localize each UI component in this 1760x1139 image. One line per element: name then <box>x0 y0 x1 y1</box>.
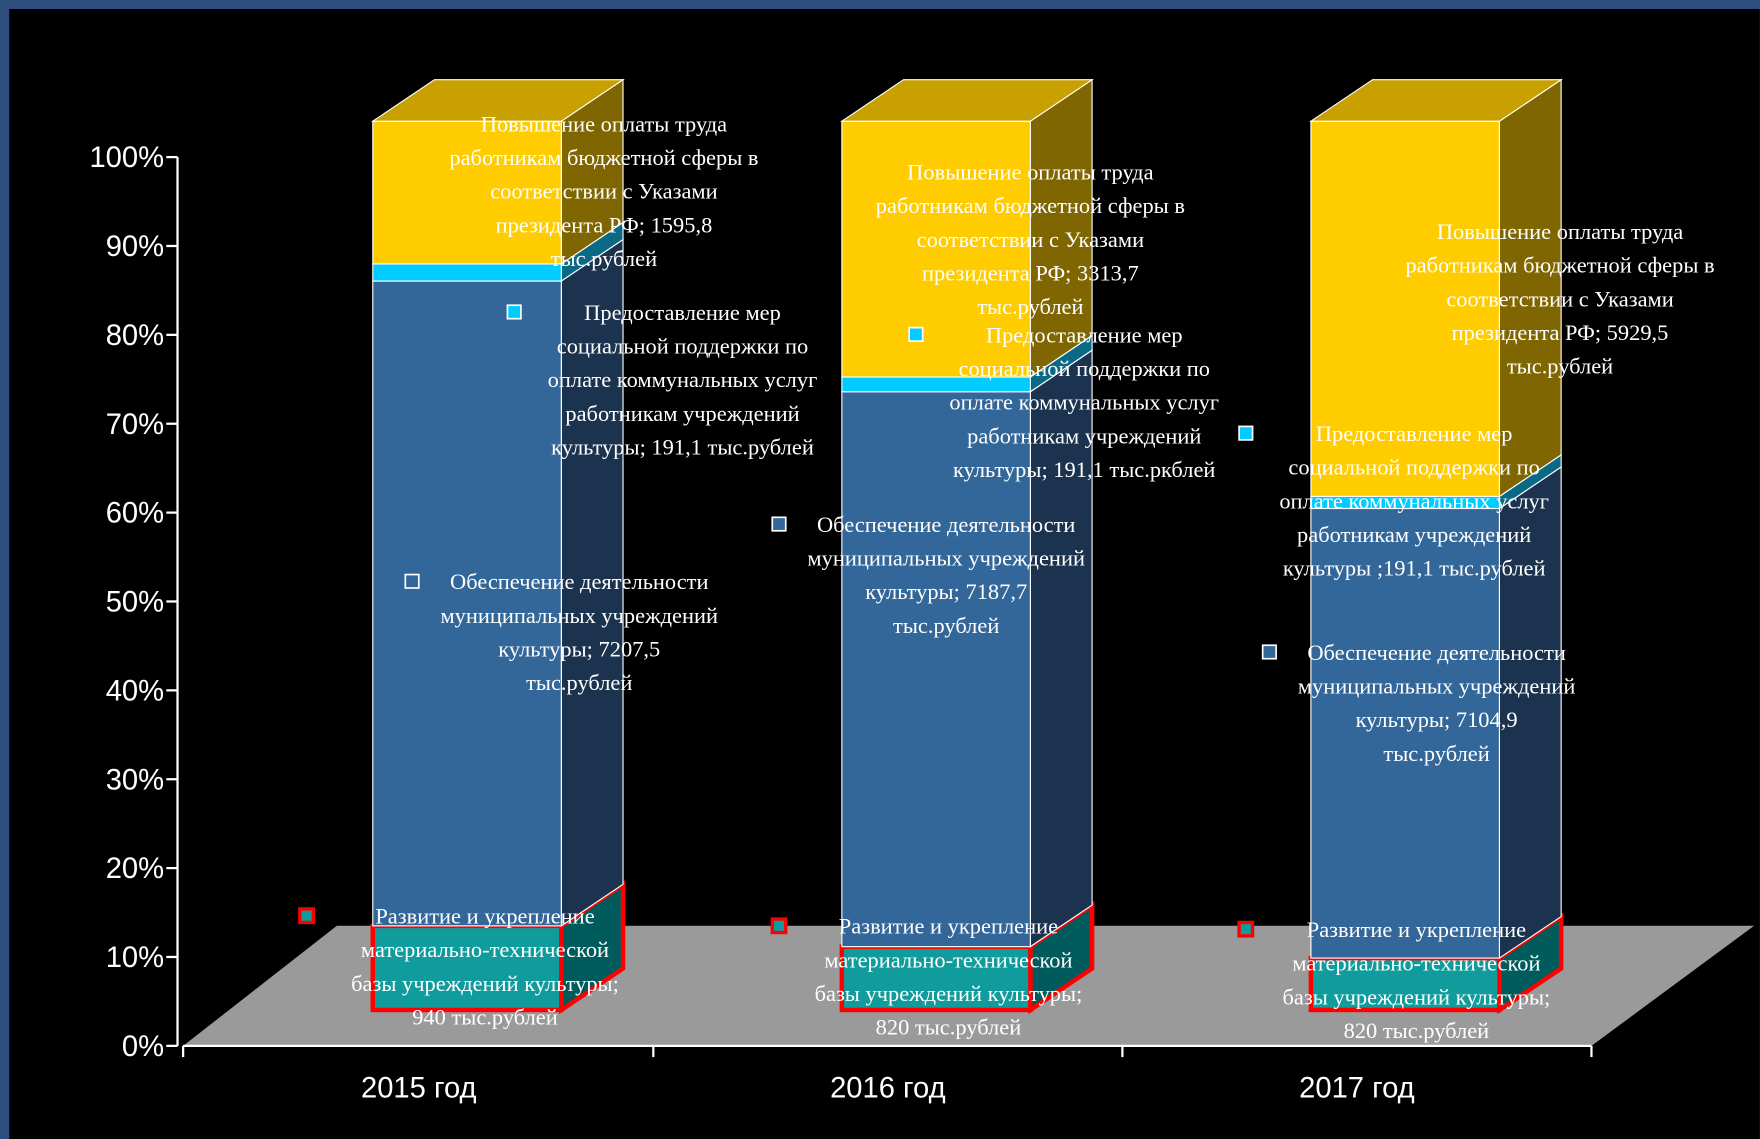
legend-key <box>770 917 788 935</box>
y-tick-label: 100% <box>89 142 164 174</box>
bar <box>841 120 1031 378</box>
y-tick-label: 80% <box>106 320 164 352</box>
y-tick-label: 90% <box>106 231 164 263</box>
y-tick-label: 70% <box>106 409 164 441</box>
data-label: Обеспечение деятельности муниципальных уч… <box>440 569 718 695</box>
x-tick-label: 2017 год <box>1299 1072 1415 1104</box>
bar-top <box>370 79 625 122</box>
data-label: Обеспечение деятельности муниципальных уч… <box>807 512 1085 638</box>
data-label: Предоставление мер социальной поддержки п… <box>1279 421 1549 581</box>
legend-key <box>908 326 924 342</box>
y-tick-label: 40% <box>106 675 164 707</box>
data-label: Обеспечение деятельности муниципальных уч… <box>1298 640 1576 766</box>
bar <box>841 391 1031 948</box>
y-tick-label: 20% <box>106 853 164 885</box>
bar <box>370 923 564 1013</box>
x-tick-label: 2015 год <box>361 1072 477 1104</box>
bar <box>372 280 562 927</box>
legend-key <box>771 516 787 532</box>
bar <box>1310 507 1500 959</box>
y-tick-label: 50% <box>106 587 164 619</box>
y-tick-label: 0% <box>122 1031 164 1063</box>
data-label: Повышение оплаты труда работникам бюджетн… <box>449 111 758 271</box>
data-label: Предоставление мер социальной поддержки п… <box>949 322 1219 482</box>
data-label: Повышение оплаты труда работникам бюджетн… <box>1405 219 1714 379</box>
legend-key <box>298 907 315 925</box>
legend-key <box>404 573 420 589</box>
bar <box>372 263 562 282</box>
x-tick-label: 2016 год <box>830 1072 946 1104</box>
bar <box>1310 120 1500 497</box>
legend-key <box>1238 425 1254 441</box>
y-tick-label: 30% <box>106 764 164 796</box>
data-label: Развитие и укрепление материально-техниче… <box>815 914 1083 1040</box>
data-label: Развитие и укрепление материально-техниче… <box>1283 917 1551 1043</box>
bar <box>372 120 562 265</box>
bar-top <box>840 79 1094 122</box>
bar-top <box>1309 79 1563 122</box>
y-tick-label: 60% <box>106 498 164 530</box>
data-label: Повышение оплаты труда работникам бюджетн… <box>876 160 1185 320</box>
data-label: Предоставление мер социальной поддержки п… <box>548 300 818 460</box>
bar <box>1308 955 1502 1013</box>
legend-key <box>506 304 522 320</box>
data-label: Развитие и укрепление материально-техниче… <box>351 904 619 1030</box>
legend-key <box>1237 920 1255 938</box>
legend-key <box>1261 644 1277 660</box>
y-tick-label: 10% <box>106 942 164 974</box>
